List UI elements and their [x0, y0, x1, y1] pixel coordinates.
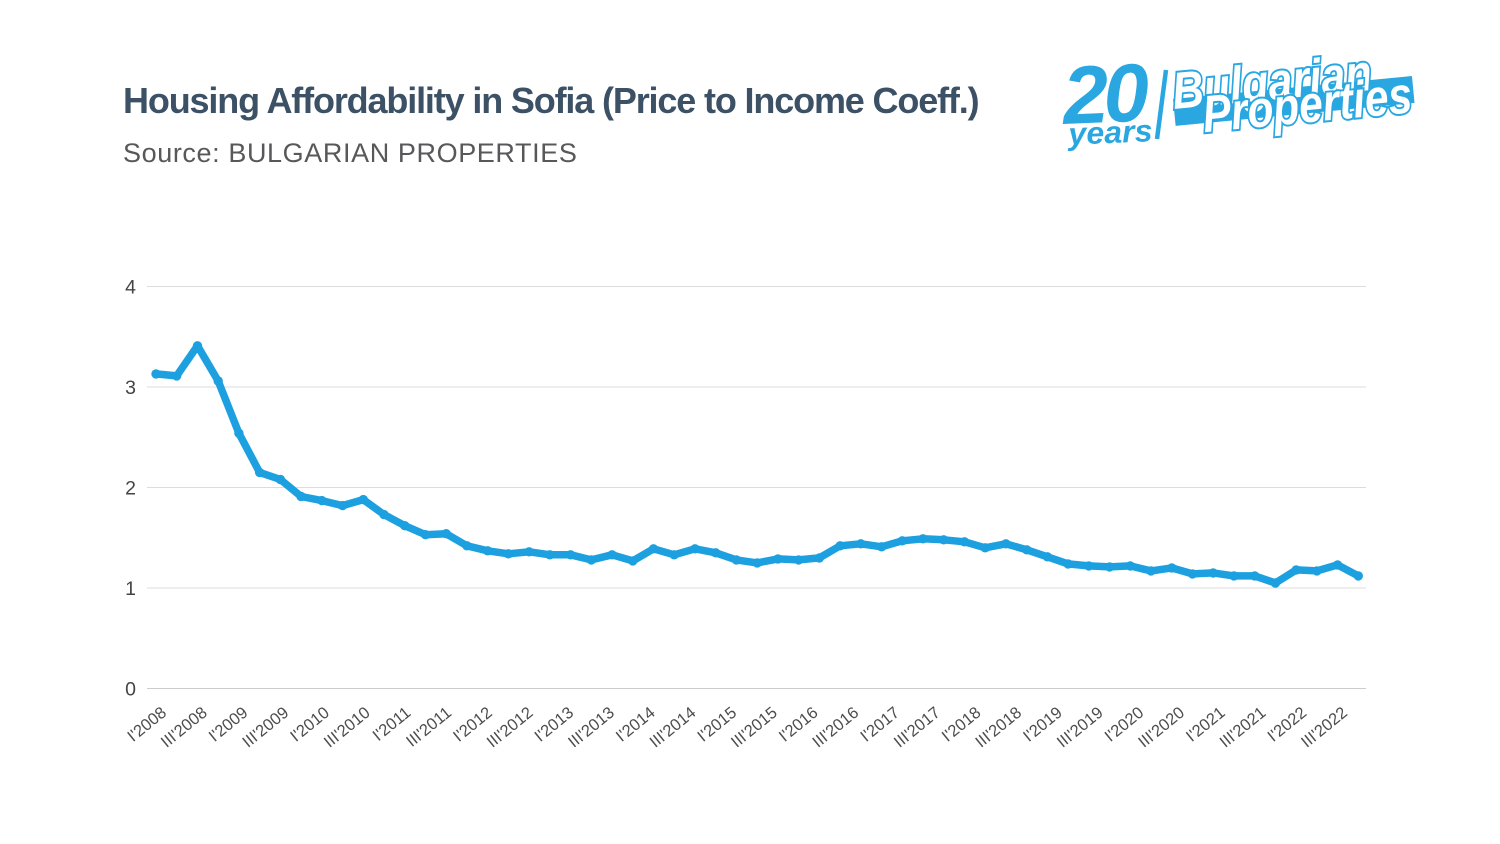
svg-text:years: years — [1066, 113, 1154, 152]
svg-text:20: 20 — [1059, 47, 1150, 142]
svg-text:1: 1 — [125, 578, 136, 600]
svg-text:3: 3 — [125, 377, 136, 399]
svg-text:0: 0 — [125, 678, 136, 700]
svg-text:4: 4 — [125, 276, 136, 298]
svg-text:2: 2 — [125, 477, 136, 499]
